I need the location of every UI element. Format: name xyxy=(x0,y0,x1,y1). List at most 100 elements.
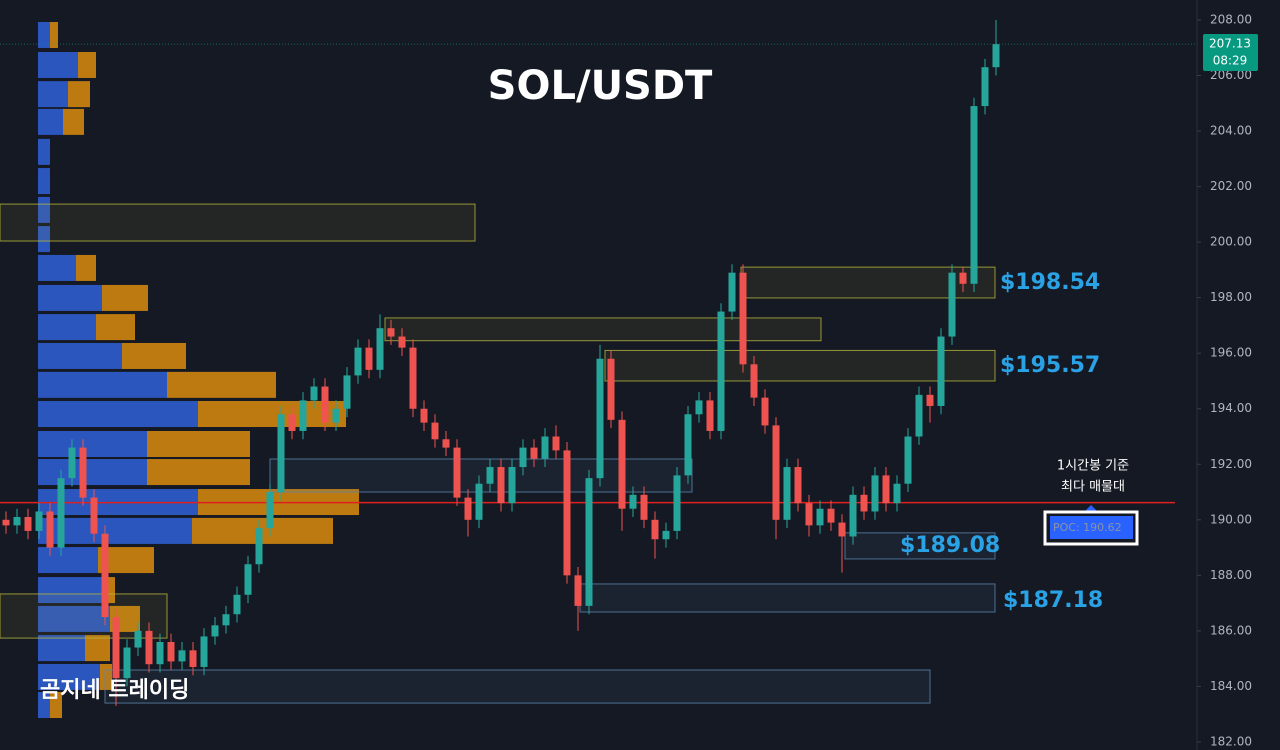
candle-body xyxy=(706,400,714,431)
volume-buy-bar xyxy=(38,459,147,486)
zone xyxy=(0,593,168,639)
candle-body xyxy=(189,650,197,667)
volume-sell-bar xyxy=(68,81,90,108)
candle-body xyxy=(145,630,153,665)
volume-buy-bar xyxy=(38,51,78,78)
candle-body xyxy=(640,494,648,520)
volume-buy-bar xyxy=(38,138,50,165)
candle-body xyxy=(772,425,780,520)
watermark: 곰지네 트레이딩 xyxy=(40,678,189,703)
y-tick-label: 188.00 xyxy=(1210,568,1252,582)
candle-body xyxy=(915,394,923,437)
candle-body xyxy=(398,336,406,348)
candle-body xyxy=(926,394,934,406)
last-price-tag xyxy=(1203,34,1258,71)
poc-tag xyxy=(1050,516,1133,539)
candle-body xyxy=(574,575,582,606)
candle-body xyxy=(893,483,901,504)
candle-body xyxy=(717,311,725,431)
candle-body xyxy=(409,347,417,409)
volume-sell-bar xyxy=(63,108,84,135)
volume-buy-bar xyxy=(38,314,96,341)
candle-body xyxy=(662,530,670,540)
candle-body xyxy=(200,636,208,667)
volume-buy-bar xyxy=(38,431,147,458)
candle-body xyxy=(794,467,802,504)
candle-body xyxy=(497,467,505,504)
volume-buy-bar xyxy=(38,342,122,369)
y-tick-label: 200.00 xyxy=(1210,235,1252,249)
level-label: $187.18 xyxy=(1003,588,1103,613)
last-price-label: 207.13 xyxy=(1209,37,1251,51)
candle-body xyxy=(508,467,516,504)
y-tick-label: 194.00 xyxy=(1210,401,1252,415)
candle-body xyxy=(101,533,109,617)
volume-sell-bar xyxy=(102,284,148,311)
candle-body xyxy=(563,450,571,576)
candle-body xyxy=(673,475,681,531)
candle-body xyxy=(904,436,912,484)
candle-body xyxy=(805,503,813,526)
candle-body xyxy=(728,272,736,312)
candle-body xyxy=(882,475,890,504)
candle-body xyxy=(376,328,384,370)
zone xyxy=(740,266,996,299)
candle-body xyxy=(453,447,461,498)
volume-buy-bar xyxy=(38,81,68,108)
candle-body xyxy=(134,630,142,648)
candle-body xyxy=(332,408,340,423)
zone xyxy=(384,317,822,342)
volume-sell-bar xyxy=(96,314,135,341)
volume-sell-bar xyxy=(85,635,110,662)
candle-body xyxy=(585,478,593,606)
candle-body xyxy=(684,414,692,476)
y-tick-label: 206.00 xyxy=(1210,68,1252,82)
zone xyxy=(604,349,996,382)
candle-body xyxy=(68,447,76,479)
candle-body xyxy=(486,467,494,484)
volume-sell-bar xyxy=(167,371,276,398)
candle-body xyxy=(959,272,967,284)
candle-body xyxy=(816,508,824,526)
volume-sell-bar xyxy=(104,577,115,604)
zone xyxy=(579,583,996,613)
volume-sell-bar xyxy=(50,692,62,719)
y-tick-label: 190.00 xyxy=(1210,512,1252,526)
candle-body xyxy=(739,272,747,365)
candle-body xyxy=(420,408,428,423)
countdown: 08:29 xyxy=(1213,54,1248,68)
candle-body xyxy=(937,336,945,406)
candle-body xyxy=(90,497,98,534)
candle-body xyxy=(354,347,362,376)
candle-body xyxy=(310,386,318,401)
y-tick-label: 184.00 xyxy=(1210,679,1252,693)
volume-sell-bar xyxy=(76,254,96,281)
candle-body xyxy=(343,375,351,409)
zone xyxy=(844,532,996,560)
candle-body xyxy=(277,414,285,493)
candle-body xyxy=(827,508,835,523)
candle-body xyxy=(651,519,659,540)
volume-buy-bar xyxy=(38,371,167,398)
candle-body xyxy=(607,358,615,420)
zone xyxy=(104,669,931,704)
y-tick-label: 182.00 xyxy=(1210,734,1252,748)
candle-body xyxy=(431,422,439,440)
candle-body xyxy=(475,483,483,520)
poc-note: 1시간봉 기준 xyxy=(1057,459,1129,474)
volume-buy-bar xyxy=(38,196,50,223)
candle-body xyxy=(244,564,252,595)
volume-buy-bar xyxy=(38,168,50,195)
volume-sell-bar xyxy=(198,401,346,428)
volume-buy-bar xyxy=(38,547,98,574)
candle-body xyxy=(167,641,175,662)
candle-body xyxy=(849,494,857,537)
candle-body xyxy=(992,44,1000,68)
candle-body xyxy=(541,436,549,459)
poc-pointer xyxy=(1084,505,1098,512)
candle-body xyxy=(211,625,219,637)
candle-body xyxy=(233,594,241,615)
candle-body xyxy=(46,511,54,548)
poc-label: POC: 190.62 xyxy=(1053,521,1122,534)
